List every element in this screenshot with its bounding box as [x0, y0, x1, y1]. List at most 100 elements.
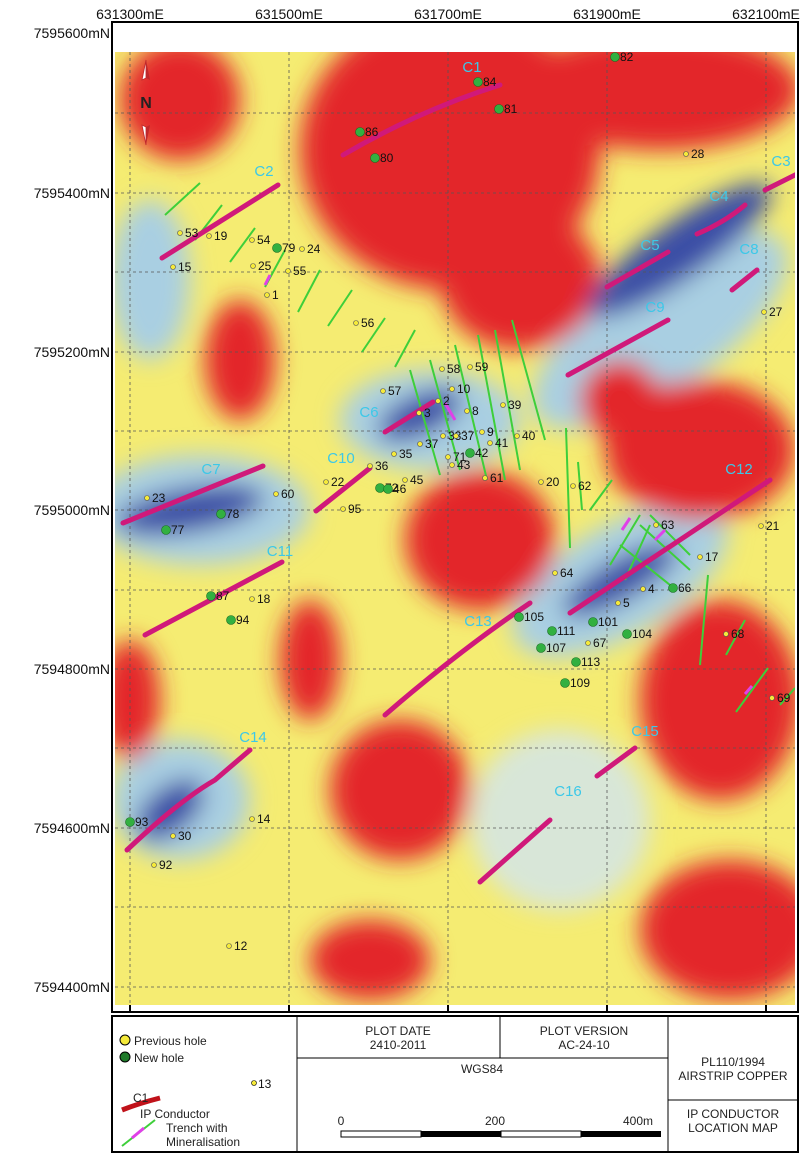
previous-hole [440, 433, 446, 439]
new-hole [355, 127, 365, 137]
hole-label: 55 [293, 264, 307, 278]
legend-new: New hole [134, 1051, 184, 1065]
conductor-label: C16 [554, 783, 582, 800]
easting-label: 631500mE [255, 6, 323, 22]
scale-label: 0 [338, 1114, 345, 1128]
previous-hole [453, 433, 459, 439]
hole-label: 41 [495, 436, 509, 450]
hole-label: 94 [236, 613, 250, 627]
previous-hole [249, 816, 255, 822]
conductor-label: C10 [327, 450, 355, 467]
ip-conductor [694, 202, 748, 237]
hole-label: 36 [375, 459, 389, 473]
north-label: N [140, 95, 152, 112]
new-hole [226, 615, 236, 625]
previous-hole [170, 264, 176, 270]
hole-label: 18 [257, 592, 271, 606]
hole-label: 12 [234, 939, 248, 953]
hole-label: 3 [424, 406, 431, 420]
hole-label: 77 [171, 523, 185, 537]
project: PL110/1994 [701, 1055, 765, 1069]
previous-hole [285, 268, 291, 274]
hole-label: 24 [307, 242, 321, 256]
legend-ip: IP Conductor [140, 1107, 210, 1121]
previous-hole [206, 233, 212, 239]
ip-conductor [477, 817, 553, 885]
hole-label: 79 [282, 241, 296, 255]
conductor-label: C13 [464, 613, 492, 630]
new-hole [125, 817, 135, 827]
ip-conductor [124, 747, 253, 853]
conductor-label: C6 [359, 404, 378, 421]
hole-label: 46 [393, 482, 407, 496]
easting-label: 631900mE [573, 6, 641, 22]
hole-label: 20 [546, 475, 560, 489]
new-hole [571, 657, 581, 667]
hole-label: 71 [453, 450, 467, 464]
ip-conductor [120, 463, 266, 526]
hole-label: 2 [443, 394, 450, 408]
conductor-label: C8 [739, 241, 758, 258]
previous-hole [151, 862, 157, 868]
conductors: C1 C2 C3 C4 C5 C8 C9 C6 C7 C10 C12 C11 C13 C14 C15 C16 [120, 59, 795, 885]
hole-label: 37 [425, 437, 439, 451]
northing-label: 7594600mN [34, 820, 110, 836]
previous-hole [487, 440, 493, 446]
previous-hole [769, 695, 775, 701]
new-hole [547, 626, 557, 636]
hole-label: 25 [258, 259, 272, 273]
previous-hole [449, 386, 455, 392]
hole-label: 30 [178, 829, 192, 843]
previous-hole [435, 398, 441, 404]
new-hole [465, 448, 475, 458]
hole-label: 23 [152, 491, 166, 505]
hole-label: 27 [769, 305, 783, 319]
previous-hole [391, 451, 397, 457]
hole-label: 78 [226, 507, 240, 521]
previous-hole [417, 441, 423, 447]
hole-label: 8 [472, 404, 479, 418]
hole-label: 64 [560, 566, 574, 580]
new-hole [473, 77, 483, 87]
previous-hole [264, 292, 270, 298]
previous-hole [761, 309, 767, 315]
hole-label: 57 [388, 384, 402, 398]
previous-hole [273, 491, 279, 497]
ip-conductor [382, 399, 436, 435]
hole-label: 67 [593, 636, 607, 650]
hole-label: 80 [380, 151, 394, 165]
hole-label: 53 [185, 226, 199, 240]
scale-label: 400m [623, 1114, 653, 1128]
previous-hole [615, 600, 621, 606]
northing-label: 7595600mN [34, 25, 110, 41]
previous-hole [402, 477, 408, 483]
legend-trench: Trench with [166, 1121, 228, 1135]
new-hole [588, 617, 598, 627]
scale-label: 200 [485, 1114, 505, 1128]
grid [115, 52, 795, 1005]
hole-label: 4 [648, 582, 655, 596]
ip-conductor [313, 465, 373, 514]
previous-hole [367, 463, 373, 469]
previous-hole [353, 320, 359, 326]
previous-hole [439, 366, 445, 372]
legend-c1: C1 [133, 1091, 149, 1105]
ip-conductor [594, 745, 638, 779]
previous-hole [445, 454, 451, 460]
previous-hole [570, 483, 576, 489]
hole-label: 66 [678, 581, 692, 595]
ip-conductor [567, 477, 773, 616]
hole-label: 59 [475, 360, 489, 374]
new-hole [375, 483, 385, 493]
hole-label: 113 [581, 655, 600, 669]
new-hole [272, 243, 282, 253]
previous-hole [758, 523, 764, 529]
hole-label: 54 [257, 233, 271, 247]
previous-hole [514, 433, 520, 439]
hole-label: 95 [348, 502, 362, 516]
easting-label: 631700mE [414, 6, 482, 22]
datum: WGS84 [461, 1062, 503, 1076]
conductor-label: C2 [254, 163, 273, 180]
hole-label: 14 [257, 812, 271, 826]
